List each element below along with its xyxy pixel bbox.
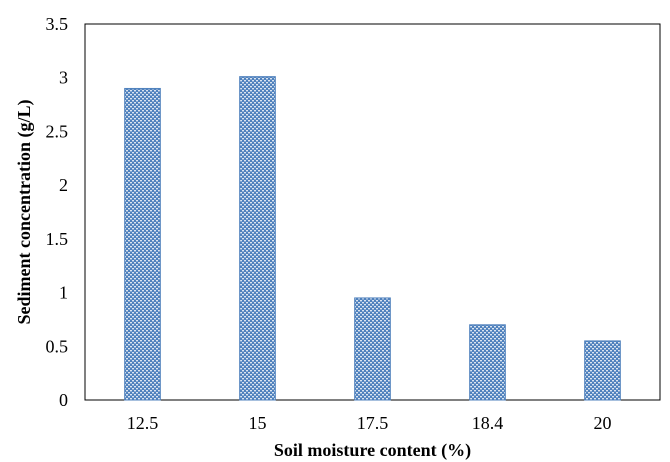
y-tick-label: 2.5 bbox=[46, 121, 69, 141]
bars-layer bbox=[124, 76, 621, 401]
bar-18.4 bbox=[469, 324, 506, 401]
x-tick-label: 20 bbox=[594, 413, 612, 433]
x-axis-tick-labels: 12.5 15 17.5 18.4 20 bbox=[127, 413, 612, 433]
x-tick-label: 17.5 bbox=[357, 413, 389, 433]
y-tick-label: 3 bbox=[59, 68, 68, 88]
bar-20 bbox=[584, 340, 621, 401]
y-tick-label: 1 bbox=[59, 283, 68, 303]
y-tick-label: 2 bbox=[59, 175, 68, 195]
y-tick-label: 1.5 bbox=[46, 229, 69, 249]
y-axis-tick-labels: 0 0.5 1 1.5 2 2.5 3 3.5 bbox=[46, 14, 69, 410]
x-axis-title: Soil moisture content (%) bbox=[274, 440, 471, 461]
x-tick-label: 18.4 bbox=[472, 413, 504, 433]
bar-17.5 bbox=[354, 297, 391, 401]
bar-12.5 bbox=[124, 87, 161, 401]
x-tick-label: 15 bbox=[249, 413, 267, 433]
y-tick-label: 3.5 bbox=[46, 14, 69, 34]
x-tick-label: 12.5 bbox=[127, 413, 159, 433]
y-axis-title: Sediment concentration (g/L) bbox=[14, 100, 35, 325]
y-tick-label: 0 bbox=[59, 390, 68, 410]
bar-15 bbox=[239, 76, 276, 401]
y-tick-label: 0.5 bbox=[46, 336, 69, 356]
